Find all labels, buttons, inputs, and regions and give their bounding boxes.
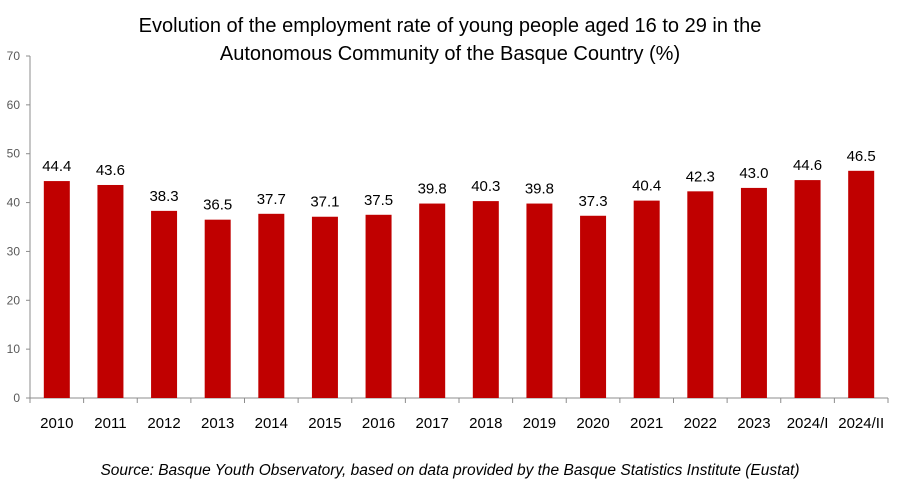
bar [151, 210, 178, 398]
data-label: 40.3 [471, 178, 500, 195]
chart-title-line-1: Evolution of the employment rate of youn… [138, 15, 762, 37]
data-label: 37.5 [364, 192, 393, 209]
bar [633, 200, 660, 398]
x-tick-label: 2016 [362, 415, 395, 432]
x-tick-label: 2021 [630, 415, 663, 432]
chart-title: Evolution of the employment rate of youn… [0, 12, 900, 68]
data-label: 38.3 [149, 188, 178, 205]
chart-title-line-2: Autonomous Community of the Basque Count… [219, 43, 681, 65]
bar [472, 201, 499, 398]
data-label: 37.3 [578, 193, 607, 210]
y-tick-label: 50 [7, 147, 21, 161]
source-note: Source: Basque Youth Observatory, based … [100, 462, 800, 479]
y-tick-label: 40 [7, 196, 21, 210]
x-tick-label: 2015 [308, 415, 341, 432]
x-tick-label: 2017 [416, 415, 449, 432]
data-label: 39.8 [418, 181, 447, 198]
x-tick-label: 2024/I [787, 415, 829, 432]
y-tick-label: 60 [7, 98, 21, 112]
bar [43, 181, 70, 398]
bar [794, 180, 821, 398]
x-tick-label: 2011 [94, 415, 126, 432]
x-tick-label: 2024/II [838, 415, 884, 432]
x-tick-label: 2018 [469, 415, 502, 432]
x-tick-label: 2023 [737, 415, 770, 432]
bar [419, 203, 446, 398]
x-tick-label: 2014 [255, 415, 288, 432]
x-tick-label: 2020 [576, 415, 609, 432]
bar [526, 203, 553, 398]
data-label: 46.5 [847, 148, 876, 165]
data-label: 43.6 [96, 162, 125, 179]
x-tick-label: 2012 [147, 415, 180, 432]
bar [740, 187, 767, 398]
bar [97, 184, 124, 398]
data-label: 39.8 [525, 181, 554, 198]
data-label: 37.1 [310, 194, 339, 211]
x-tick-label: 2010 [40, 415, 73, 432]
data-label: 43.0 [739, 165, 768, 182]
y-tick-label: 70 [7, 49, 21, 63]
x-tick-label: 2019 [523, 415, 556, 432]
data-label: 40.4 [632, 178, 661, 195]
y-tick-label: 20 [7, 293, 21, 307]
bar [848, 170, 875, 398]
bar [365, 214, 392, 398]
data-label: 37.7 [257, 191, 286, 208]
bar [204, 219, 231, 398]
data-label: 42.3 [686, 168, 715, 185]
x-tick-label: 2013 [201, 415, 234, 432]
data-label: 36.5 [203, 197, 232, 214]
bar [311, 216, 338, 398]
y-tick-label: 30 [7, 244, 21, 258]
y-tick-label: 0 [13, 391, 20, 405]
x-tick-label: 2022 [684, 415, 717, 432]
bar [580, 215, 607, 398]
bar [258, 213, 285, 398]
y-tick-label: 10 [7, 342, 21, 356]
bar [687, 191, 714, 398]
data-label: 44.6 [793, 157, 822, 174]
data-label: 44.4 [42, 158, 71, 175]
